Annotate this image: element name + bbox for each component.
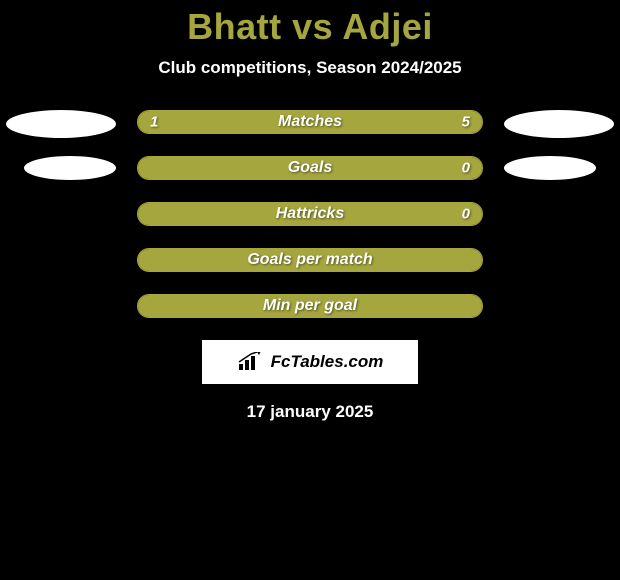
stat-value-right: 0 <box>462 206 470 223</box>
stat-bar-left-fill <box>138 157 482 179</box>
page-title: Bhatt vs Adjei <box>0 0 620 48</box>
stat-bar-right-fill <box>195 111 482 133</box>
team-left-logo-placeholder <box>24 156 116 180</box>
player-left-photo-placeholder <box>6 110 116 138</box>
stat-bar-left-fill <box>138 249 482 271</box>
source-badge-text: FcTables.com <box>271 352 384 372</box>
snapshot-date: 17 january 2025 <box>0 402 620 422</box>
stat-bar-left-fill <box>138 203 482 225</box>
stat-value-right: 0 <box>462 160 470 177</box>
subtitle: Club competitions, Season 2024/2025 <box>0 58 620 78</box>
stat-bars: 1Matches5 Goals0 Hattricks0 Goals per match… <box>137 110 483 318</box>
stat-bar-row: Hattricks0 <box>137 202 483 226</box>
stat-bar-row: Goals0 <box>137 156 483 180</box>
source-badge: FcTables.com <box>202 340 418 384</box>
stat-value-left: 1 <box>150 114 158 131</box>
stat-bar-left-fill <box>138 111 195 133</box>
stat-bar-row: 1Matches5 <box>137 110 483 134</box>
comparison-panel: 1Matches5 Goals0 Hattricks0 Goals per match… <box>0 110 620 422</box>
player-right-photo-placeholder <box>504 110 614 138</box>
team-right-logo-placeholder <box>504 156 596 180</box>
bar-chart-icon <box>237 352 265 372</box>
stat-value-right: 5 <box>462 114 470 131</box>
stat-bar-row: Min per goal <box>137 294 483 318</box>
stat-bar-row: Goals per match <box>137 248 483 272</box>
stat-bar-left-fill <box>138 295 482 317</box>
